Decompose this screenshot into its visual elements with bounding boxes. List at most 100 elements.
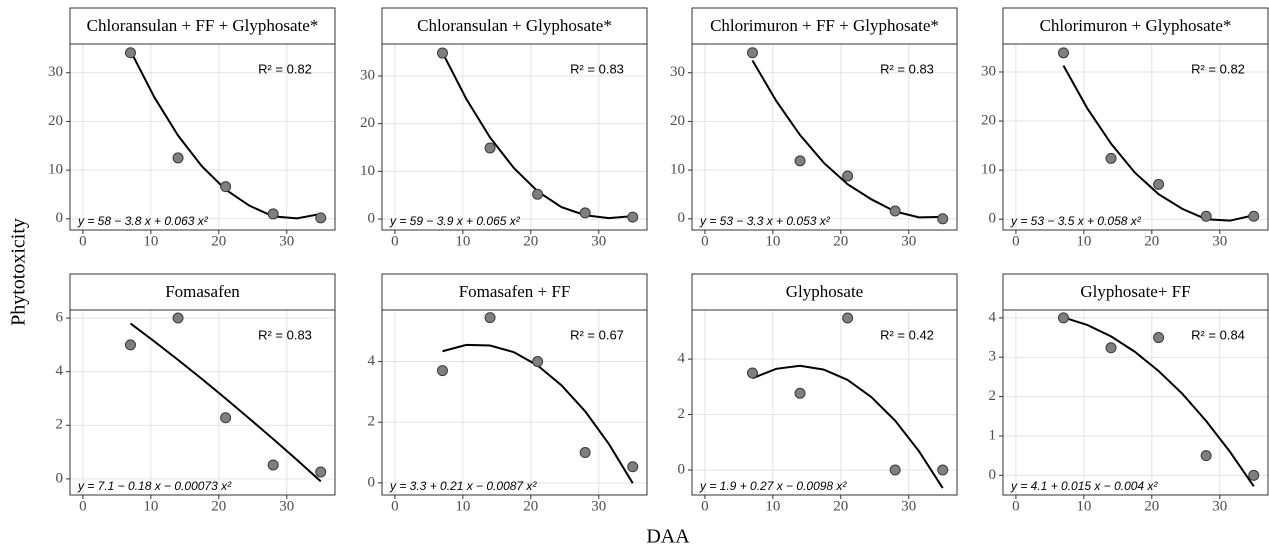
data-point: [315, 212, 327, 224]
data-point: [889, 464, 901, 476]
y-tick-label: 0: [989, 211, 997, 227]
y-tick-label: 10: [48, 162, 63, 178]
panel-background: [692, 310, 957, 495]
fit-curve: [752, 364, 944, 489]
x-tick-label: 10: [143, 233, 158, 249]
x-tick-label: 20: [1144, 498, 1159, 514]
x-tick-label: 30: [279, 233, 294, 249]
panel-background: [692, 44, 957, 230]
x-tick-label: 30: [1212, 498, 1227, 514]
fit-curve: [751, 60, 943, 219]
panel-background: [1003, 310, 1268, 495]
data-point: [937, 464, 949, 476]
data-point: [124, 339, 136, 351]
fit-curve: [1062, 65, 1254, 222]
data-point: [1248, 210, 1260, 222]
x-tick-label: 0: [391, 233, 399, 249]
x-tick-label: 0: [79, 498, 87, 514]
x-tick-label: 30: [591, 233, 606, 249]
y-tick-label: 2: [368, 414, 376, 430]
r-squared: R² = 0.82: [258, 61, 312, 76]
panel-background: [1003, 44, 1268, 230]
data-point: [220, 181, 232, 193]
y-tick-label: 20: [48, 113, 63, 129]
data-point: [842, 170, 854, 182]
y-tick-label: 0: [368, 474, 376, 490]
y-tick-label: 20: [360, 115, 375, 131]
x-tick-label: 30: [591, 498, 606, 514]
strip: [381, 7, 648, 45]
y-tick-label: 0: [56, 210, 64, 226]
y-tick-label: 10: [981, 162, 996, 178]
x-tick-label: 20: [523, 233, 538, 249]
data-point: [267, 459, 279, 471]
data-point: [579, 207, 591, 219]
fit-curve: [129, 322, 322, 483]
data-point: [1105, 342, 1117, 354]
r-squared: R² = 0.82: [1191, 61, 1245, 76]
data-point: [794, 387, 806, 399]
r-squared: R² = 0.84: [1191, 327, 1245, 342]
data-point: [627, 211, 639, 223]
strip-title: Chloransulan + FF + Glyphosate*: [87, 16, 319, 35]
data-point: [746, 367, 758, 379]
strip-title: Fomasafen + FF: [459, 282, 571, 301]
data-point: [532, 356, 544, 368]
x-tick-label: 0: [79, 233, 87, 249]
y-tick-label: 0: [678, 210, 686, 226]
strip-title: Glyphosate: [786, 282, 863, 301]
y-tick-label: 0: [678, 461, 686, 477]
y-tick-label: 30: [48, 64, 63, 80]
data-point: [220, 412, 232, 424]
strip-title: Chlorimuron + Glyphosate*: [1040, 16, 1232, 35]
y-tick-label: 1: [989, 427, 997, 443]
r-squared: R² = 0.83: [880, 61, 934, 76]
data-point: [579, 447, 591, 459]
y-tick-label: 0: [368, 210, 376, 226]
y-tick-label: 2: [56, 417, 64, 433]
y-tick-label: 30: [360, 67, 375, 83]
x-tick-label: 30: [901, 233, 916, 249]
y-tick-label: 0: [989, 467, 997, 483]
y-tick-label: 6: [56, 309, 64, 325]
y-tick-label: 20: [670, 113, 685, 129]
y-tick-label: 30: [981, 63, 996, 79]
x-tick-label: 20: [833, 233, 848, 249]
y-axis-label: Phytotoxicity: [8, 218, 30, 326]
y-tick-label: 10: [360, 163, 375, 179]
data-point: [484, 142, 496, 154]
data-point: [484, 312, 496, 324]
y-tick-label: 30: [670, 64, 685, 80]
x-tick-label: 30: [279, 498, 294, 514]
x-tick-label: 0: [701, 498, 709, 514]
strip: [1002, 7, 1269, 45]
data-point: [1153, 332, 1165, 344]
x-tick-label: 0: [1012, 233, 1020, 249]
strip: [69, 273, 336, 311]
y-tick-label: 4: [368, 353, 376, 369]
x-tick-label: 20: [1144, 233, 1159, 249]
r-squared: R² = 0.67: [570, 327, 624, 342]
x-tick-label: 30: [1212, 233, 1227, 249]
y-tick-label: 10: [670, 162, 685, 178]
strip: [69, 7, 336, 45]
fit-curve: [1063, 316, 1255, 487]
y-tick-label: 2: [989, 388, 997, 404]
x-tick-label: 0: [701, 233, 709, 249]
panel-background: [70, 310, 335, 495]
panel-background: [382, 310, 647, 495]
data-point: [746, 47, 758, 59]
x-tick-label: 20: [211, 233, 226, 249]
data-point: [436, 47, 448, 59]
equation: y = 53 − 3.3 x + 0.053 x²: [699, 214, 831, 228]
x-tick-label: 20: [523, 498, 538, 514]
x-tick-label: 0: [1012, 498, 1020, 514]
strip-title: Chlorimuron + FF + Glyphosate*: [710, 16, 939, 35]
x-tick-label: 10: [455, 498, 470, 514]
y-tick-label: 0: [56, 470, 64, 486]
y-tick-label: 4: [989, 309, 997, 325]
equation: y = 3.3 + 0.21 x − 0.0087 x²: [389, 479, 537, 493]
panel-background: [70, 44, 335, 230]
data-point: [1105, 152, 1117, 164]
y-tick-label: 3: [989, 349, 997, 365]
